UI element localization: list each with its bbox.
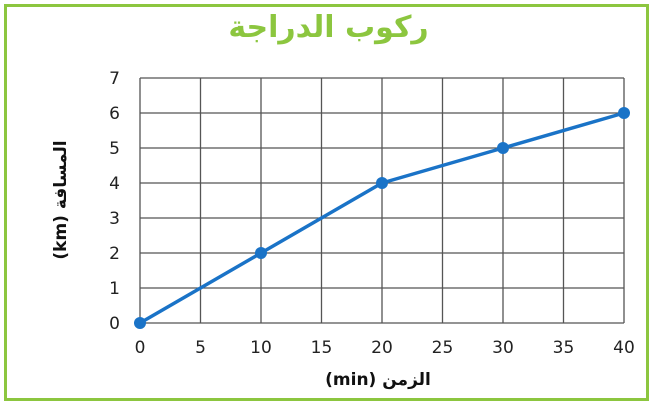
y-tick-label: 1 bbox=[109, 279, 120, 299]
data-point bbox=[376, 177, 388, 189]
data-point bbox=[618, 107, 630, 119]
y-axis-label: (km) المسافة bbox=[51, 140, 71, 259]
x-tick-label: 35 bbox=[553, 338, 575, 358]
x-tick-labels: 0 5 10 15 20 25 30 35 40 bbox=[135, 338, 635, 358]
x-axis-label: (min) الزمن bbox=[325, 370, 431, 390]
x-tick-label: 20 bbox=[371, 338, 393, 358]
data-point bbox=[497, 142, 509, 154]
x-tick-label: 0 bbox=[135, 338, 146, 358]
x-tick-label: 5 bbox=[195, 338, 206, 358]
data-point bbox=[255, 247, 267, 259]
x-tick-label: 40 bbox=[613, 338, 635, 358]
y-tick-label: 2 bbox=[109, 244, 120, 264]
y-tick-label: 7 bbox=[109, 69, 120, 89]
x-tick-label: 25 bbox=[432, 338, 454, 358]
x-tick-label: 10 bbox=[250, 338, 272, 358]
grid-lines bbox=[139, 77, 625, 324]
x-tick-label: 15 bbox=[311, 338, 333, 358]
y-tick-label: 5 bbox=[109, 139, 120, 159]
y-tick-label: 4 bbox=[109, 174, 120, 194]
x-tick-label: 30 bbox=[492, 338, 514, 358]
y-tick-label: 0 bbox=[109, 314, 120, 334]
series-layer bbox=[134, 107, 630, 329]
chart-frame bbox=[4, 4, 649, 401]
y-tick-label: 3 bbox=[109, 209, 120, 229]
y-tick-labels: 0 1 2 3 4 5 6 7 bbox=[109, 69, 120, 334]
data-point bbox=[134, 317, 146, 329]
chart-title: ركوب الدراجة bbox=[228, 10, 429, 45]
y-tick-label: 6 bbox=[109, 104, 120, 124]
